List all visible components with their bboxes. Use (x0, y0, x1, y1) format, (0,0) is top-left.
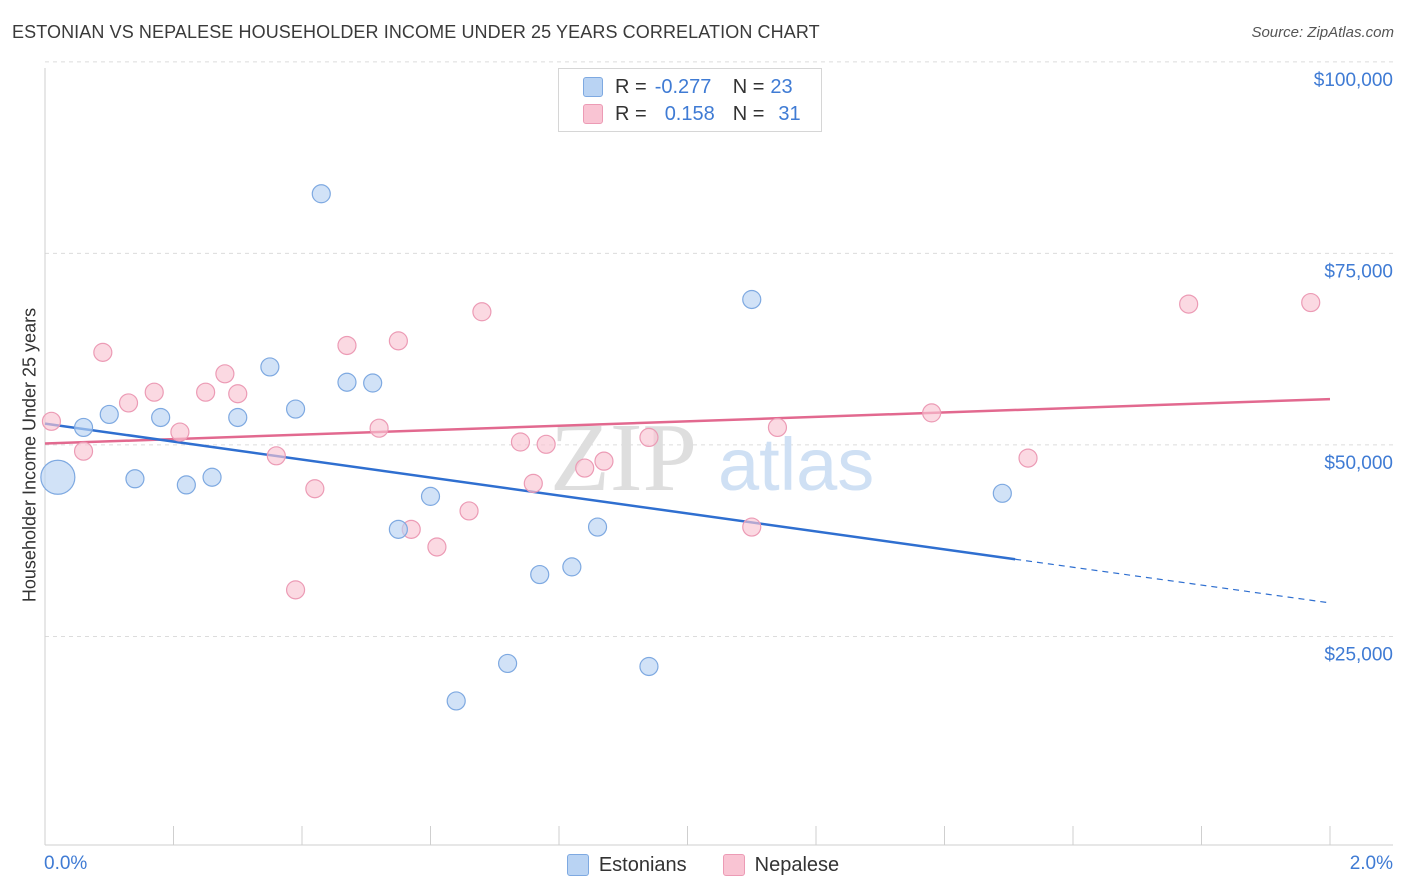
n-value: 31 (778, 102, 801, 125)
y-tick-labels: $100,000 $75,000 $50,000 $25,000 (1314, 70, 1393, 666)
nepalese-legend-swatch (722, 854, 745, 876)
nepalese-point (118, 393, 139, 413)
watermark: ZIP atlas (550, 404, 874, 512)
nepalese-point (215, 364, 235, 384)
legend-label-nepalese: Nepalese (754, 853, 840, 876)
estonians-point (73, 417, 94, 438)
nepalese-point (427, 537, 447, 557)
axes (44, 68, 1393, 846)
nepalese-point (510, 432, 531, 452)
nepalese-trend-line (44, 397, 1331, 445)
nepalese-point (337, 335, 357, 356)
x-tick-label: 2.0% (1350, 853, 1393, 874)
estonians-point (530, 564, 550, 585)
estonians-point (388, 519, 408, 539)
estonians-point (125, 469, 145, 489)
nepalese-point (285, 580, 306, 600)
nepalese-point (73, 441, 94, 461)
estonians-point (151, 407, 171, 428)
n-label: N = (732, 102, 765, 125)
y-tick-label: $25,000 (1324, 644, 1393, 665)
y-tick-label: $75,000 (1324, 261, 1393, 282)
legend-row-estonians: R = -0.277 N = 23 (583, 74, 793, 100)
watermark-atlas: atlas (718, 423, 874, 506)
nepalese-point (767, 417, 788, 438)
estonians-point (587, 517, 608, 537)
legend-item-estonians: Estonians (566, 853, 687, 877)
legend-label-estonians: Estonians (598, 853, 687, 876)
legend-row-nepalese: R = 0.158 N = 31 (583, 101, 801, 127)
nepalese-point (41, 411, 62, 431)
estonians-trend-extension (1015, 558, 1331, 604)
estonians-point (202, 467, 222, 487)
estonians-point (260, 357, 280, 377)
estonians-point (446, 691, 466, 711)
n-value: 23 (770, 75, 793, 98)
r-label: R = (615, 102, 647, 125)
nepalese-point (170, 422, 190, 442)
estonians-point (40, 459, 76, 495)
nepalese-point (196, 382, 216, 402)
r-value: -0.277 (654, 75, 712, 98)
nepalese-point (266, 446, 286, 466)
estonians-point (337, 372, 357, 392)
data-points (40, 184, 1321, 711)
nepalese-swatch (583, 104, 603, 124)
estonians-point (742, 289, 762, 310)
estonians-point (562, 557, 582, 577)
nepalese-point (922, 403, 942, 423)
estonians-point (420, 486, 441, 506)
nepalese-point (144, 382, 164, 402)
nepalese-point (1018, 448, 1038, 468)
nepalese-point (388, 331, 408, 351)
estonians-swatch (583, 77, 603, 97)
nepalese-point (305, 479, 325, 499)
nepalese-point (575, 458, 595, 478)
chart-title: ESTONIAN VS NEPALESE HOUSEHOLDER INCOME … (12, 22, 820, 42)
correlation-legend: R = -0.277 N = 23 R = 0.158 N = 31 (558, 68, 822, 132)
estonians-point (363, 373, 383, 393)
estonians-point (311, 184, 331, 204)
r-value: 0.158 (664, 102, 715, 125)
nepalese-point (594, 451, 614, 471)
watermark-zip: ZIP (550, 404, 697, 512)
x-tick-labels: 0.0% 2.0% (44, 853, 1393, 874)
grid-lines (45, 61, 1393, 637)
estonians-point (639, 656, 659, 677)
y-tick-label: $100,000 (1314, 70, 1393, 91)
nepalese-point (536, 434, 556, 454)
nepalese-point (93, 342, 113, 362)
nepalese-point (639, 427, 659, 448)
source-note: Source: ZipAtlas.com (1251, 24, 1394, 41)
nepalese-point (369, 418, 389, 438)
estonians-legend-swatch (566, 854, 589, 876)
n-label: N = (732, 75, 765, 98)
nepalese-point (228, 384, 248, 404)
nepalese-point (523, 473, 543, 493)
x-tick-label: 0.0% (44, 853, 87, 874)
y-tick-label: $50,000 (1324, 453, 1393, 474)
legend-item-nepalese: Nepalese (722, 853, 840, 877)
estonians-point (99, 404, 119, 425)
y-axis-label: Householder Income Under 25 years (19, 307, 40, 603)
nepalese-point (742, 517, 762, 537)
series-legend: Estonians Nepalese (0, 852, 1406, 878)
nepalese-point (459, 501, 479, 521)
nepalese-point (472, 302, 492, 322)
estonians-point (992, 483, 1012, 503)
estonians-point (176, 475, 196, 495)
nepalese-point (1179, 294, 1199, 314)
r-label: R = (615, 75, 647, 98)
nepalese-point (1301, 292, 1321, 313)
estonians-point (285, 399, 306, 419)
estonians-point (228, 407, 248, 428)
estonians-point (498, 653, 518, 674)
